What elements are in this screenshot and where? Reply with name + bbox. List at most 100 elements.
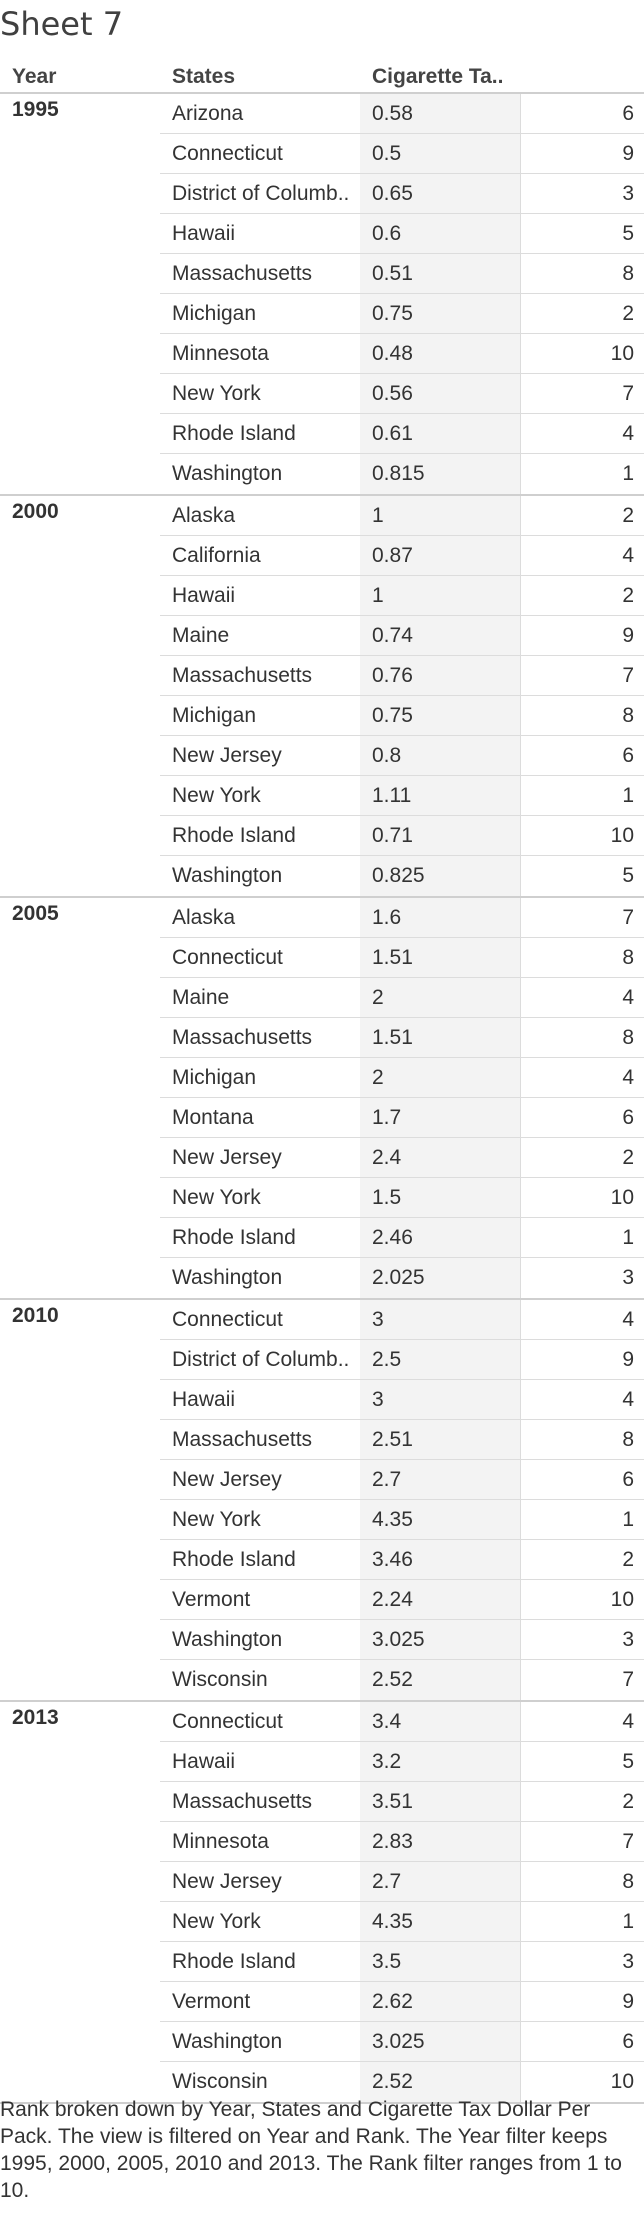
year-label[interactable]: 2013 [12, 1706, 59, 1729]
table-row[interactable]: New York 4.35 1 [0, 1500, 644, 1540]
tax-cell: 0.65 [360, 174, 520, 214]
caption: Rank broken down by Year, States and Cig… [0, 2098, 622, 2202]
table-row[interactable]: Alaska 1 2 [0, 496, 644, 536]
table-row[interactable]: Rhode Island 3.5 3 [0, 1942, 644, 1982]
table-row[interactable]: Maine 2 4 [0, 978, 644, 1018]
year-label[interactable]: 2010 [12, 1304, 59, 1327]
table-row[interactable]: Rhode Island 3.46 2 [0, 1540, 644, 1580]
table-row[interactable]: Massachusetts 0.76 7 [0, 656, 644, 696]
table-row[interactable]: Connecticut 1.51 8 [0, 938, 644, 978]
state-cell: Vermont [172, 1990, 251, 2013]
tax-cell: 0.74 [360, 616, 520, 656]
table-header: Year States Cigarette Ta.. [0, 62, 644, 92]
table-row[interactable]: Massachusetts 3.51 2 [0, 1782, 644, 1822]
table-row[interactable]: Rhode Island 0.61 4 [0, 414, 644, 454]
table-row[interactable]: Hawaii 0.6 5 [0, 214, 644, 254]
table-row[interactable]: Rhode Island 2.46 1 [0, 1218, 644, 1258]
tax-cell: 4.35 [360, 1500, 520, 1540]
table-row[interactable]: New Jersey 2.4 2 [0, 1138, 644, 1178]
table-row[interactable]: Washington 0.825 5 [0, 856, 644, 896]
table-row[interactable]: Connecticut 3.4 4 [0, 1702, 644, 1742]
state-cell: Connecticut [172, 1710, 283, 1733]
table-row[interactable]: Massachusetts 2.51 8 [0, 1420, 644, 1460]
table-row[interactable]: Washington 0.815 1 [0, 454, 644, 494]
tax-cell: 1.51 [360, 938, 520, 978]
state-cell: Massachusetts [172, 1428, 313, 1451]
tax-cell: 2 [360, 1058, 520, 1098]
table-row[interactable]: New York 1.11 1 [0, 776, 644, 816]
year-label[interactable]: 2005 [12, 902, 59, 925]
table-row[interactable]: New Jersey 2.7 8 [0, 1862, 644, 1902]
table-row[interactable]: Michigan 2 4 [0, 1058, 644, 1098]
table-row[interactable]: New York 4.35 1 [0, 1902, 644, 1942]
table-row[interactable]: Hawaii 3 4 [0, 1380, 644, 1420]
state-cell: Arizona [172, 102, 244, 125]
table-row[interactable]: Massachusetts 0.51 8 [0, 254, 644, 294]
rank-cell: 1 [622, 784, 634, 807]
table-row[interactable]: Wisconsin 2.52 10 [0, 2062, 644, 2102]
table-row[interactable]: Arizona 0.58 6 [0, 94, 644, 134]
tax-cell: 1.11 [360, 776, 520, 816]
rank-cell: 5 [622, 1750, 634, 1773]
state-cell: New Jersey [172, 1870, 282, 1893]
year-label[interactable]: 2000 [12, 500, 59, 523]
header-states[interactable]: States [172, 65, 236, 88]
tax-cell: 2.51 [360, 1420, 520, 1460]
table-row[interactable]: Washington 3.025 3 [0, 1620, 644, 1660]
state-cell: Connecticut [172, 1308, 283, 1331]
year-label[interactable]: 1995 [12, 98, 59, 121]
table-row[interactable]: Hawaii 1 2 [0, 576, 644, 616]
rank-cell: 1 [622, 1226, 634, 1249]
table-row[interactable]: Connecticut 3 4 [0, 1300, 644, 1340]
table-row[interactable]: Vermont 2.62 9 [0, 1982, 644, 2022]
table-row[interactable]: California 0.87 4 [0, 536, 644, 576]
state-cell: Washington [172, 2030, 283, 2053]
rank-cell: 6 [622, 1468, 634, 1491]
table-row[interactable]: Montana 1.7 6 [0, 1098, 644, 1138]
table-row[interactable]: Rhode Island 0.71 10 [0, 816, 644, 856]
table-row[interactable]: Alaska 1.6 7 [0, 898, 644, 938]
rank-cell: 7 [622, 1668, 634, 1691]
table-row[interactable]: Maine 0.74 9 [0, 616, 644, 656]
table-row[interactable]: Vermont 2.24 10 [0, 1580, 644, 1620]
state-cell: Montana [172, 1106, 254, 1129]
header-cigarette-tax[interactable]: Cigarette Ta.. [372, 65, 504, 88]
rank-cell: 8 [622, 1428, 634, 1451]
tax-cell: 3 [360, 1300, 520, 1340]
header-year[interactable]: Year [12, 65, 57, 88]
tax-cell: 0.61 [360, 414, 520, 454]
table-row[interactable]: Massachusetts 1.51 8 [0, 1018, 644, 1058]
rank-cell: 2 [622, 302, 634, 325]
table-row[interactable]: Washington 2.025 3 [0, 1258, 644, 1298]
table-row[interactable]: Washington 3.025 6 [0, 2022, 644, 2062]
tax-cell: 3.46 [360, 1540, 520, 1580]
table-row[interactable]: Wisconsin 2.52 7 [0, 1660, 644, 1700]
table-row[interactable]: New Jersey 2.7 6 [0, 1460, 644, 1500]
state-cell: Rhode Island [172, 422, 296, 445]
rank-cell: 2 [622, 1146, 634, 1169]
table-row[interactable]: New Jersey 0.8 6 [0, 736, 644, 776]
rank-cell: 9 [622, 142, 634, 165]
table-row[interactable]: Michigan 0.75 8 [0, 696, 644, 736]
state-cell: Michigan [172, 302, 257, 325]
tax-cell: 2.52 [360, 2062, 520, 2102]
table-row[interactable]: District of Columb.. 0.65 3 [0, 174, 644, 214]
table-row[interactable]: New York 1.5 10 [0, 1178, 644, 1218]
table-row[interactable]: New York 0.56 7 [0, 374, 644, 414]
table-row[interactable]: Connecticut 0.5 9 [0, 134, 644, 174]
data-table: 1995 Arizona 0.58 6 Connecticut 0.5 9 District … [0, 94, 644, 2104]
table-row[interactable]: Hawaii 3.2 5 [0, 1742, 644, 1782]
table-row[interactable]: Minnesota 2.83 7 [0, 1822, 644, 1862]
tax-cell: 3.025 [360, 2022, 520, 2062]
table-row[interactable]: District of Columb.. 2.5 9 [0, 1340, 644, 1380]
year-group: 2013 Connecticut 3.4 4 Hawaii 3.2 5 Massachuset… [0, 1702, 644, 2104]
tax-cell: 1.51 [360, 1018, 520, 1058]
rank-cell: 3 [622, 1950, 634, 1973]
table-row[interactable]: Minnesota 0.48 10 [0, 334, 644, 374]
rank-cell: 6 [622, 744, 634, 767]
rank-cell: 4 [622, 1710, 634, 1733]
rank-cell: 2 [622, 1790, 634, 1813]
table-row[interactable]: Michigan 0.75 2 [0, 294, 644, 334]
rank-cell: 10 [610, 1186, 634, 1209]
state-cell: Minnesota [172, 1830, 269, 1853]
